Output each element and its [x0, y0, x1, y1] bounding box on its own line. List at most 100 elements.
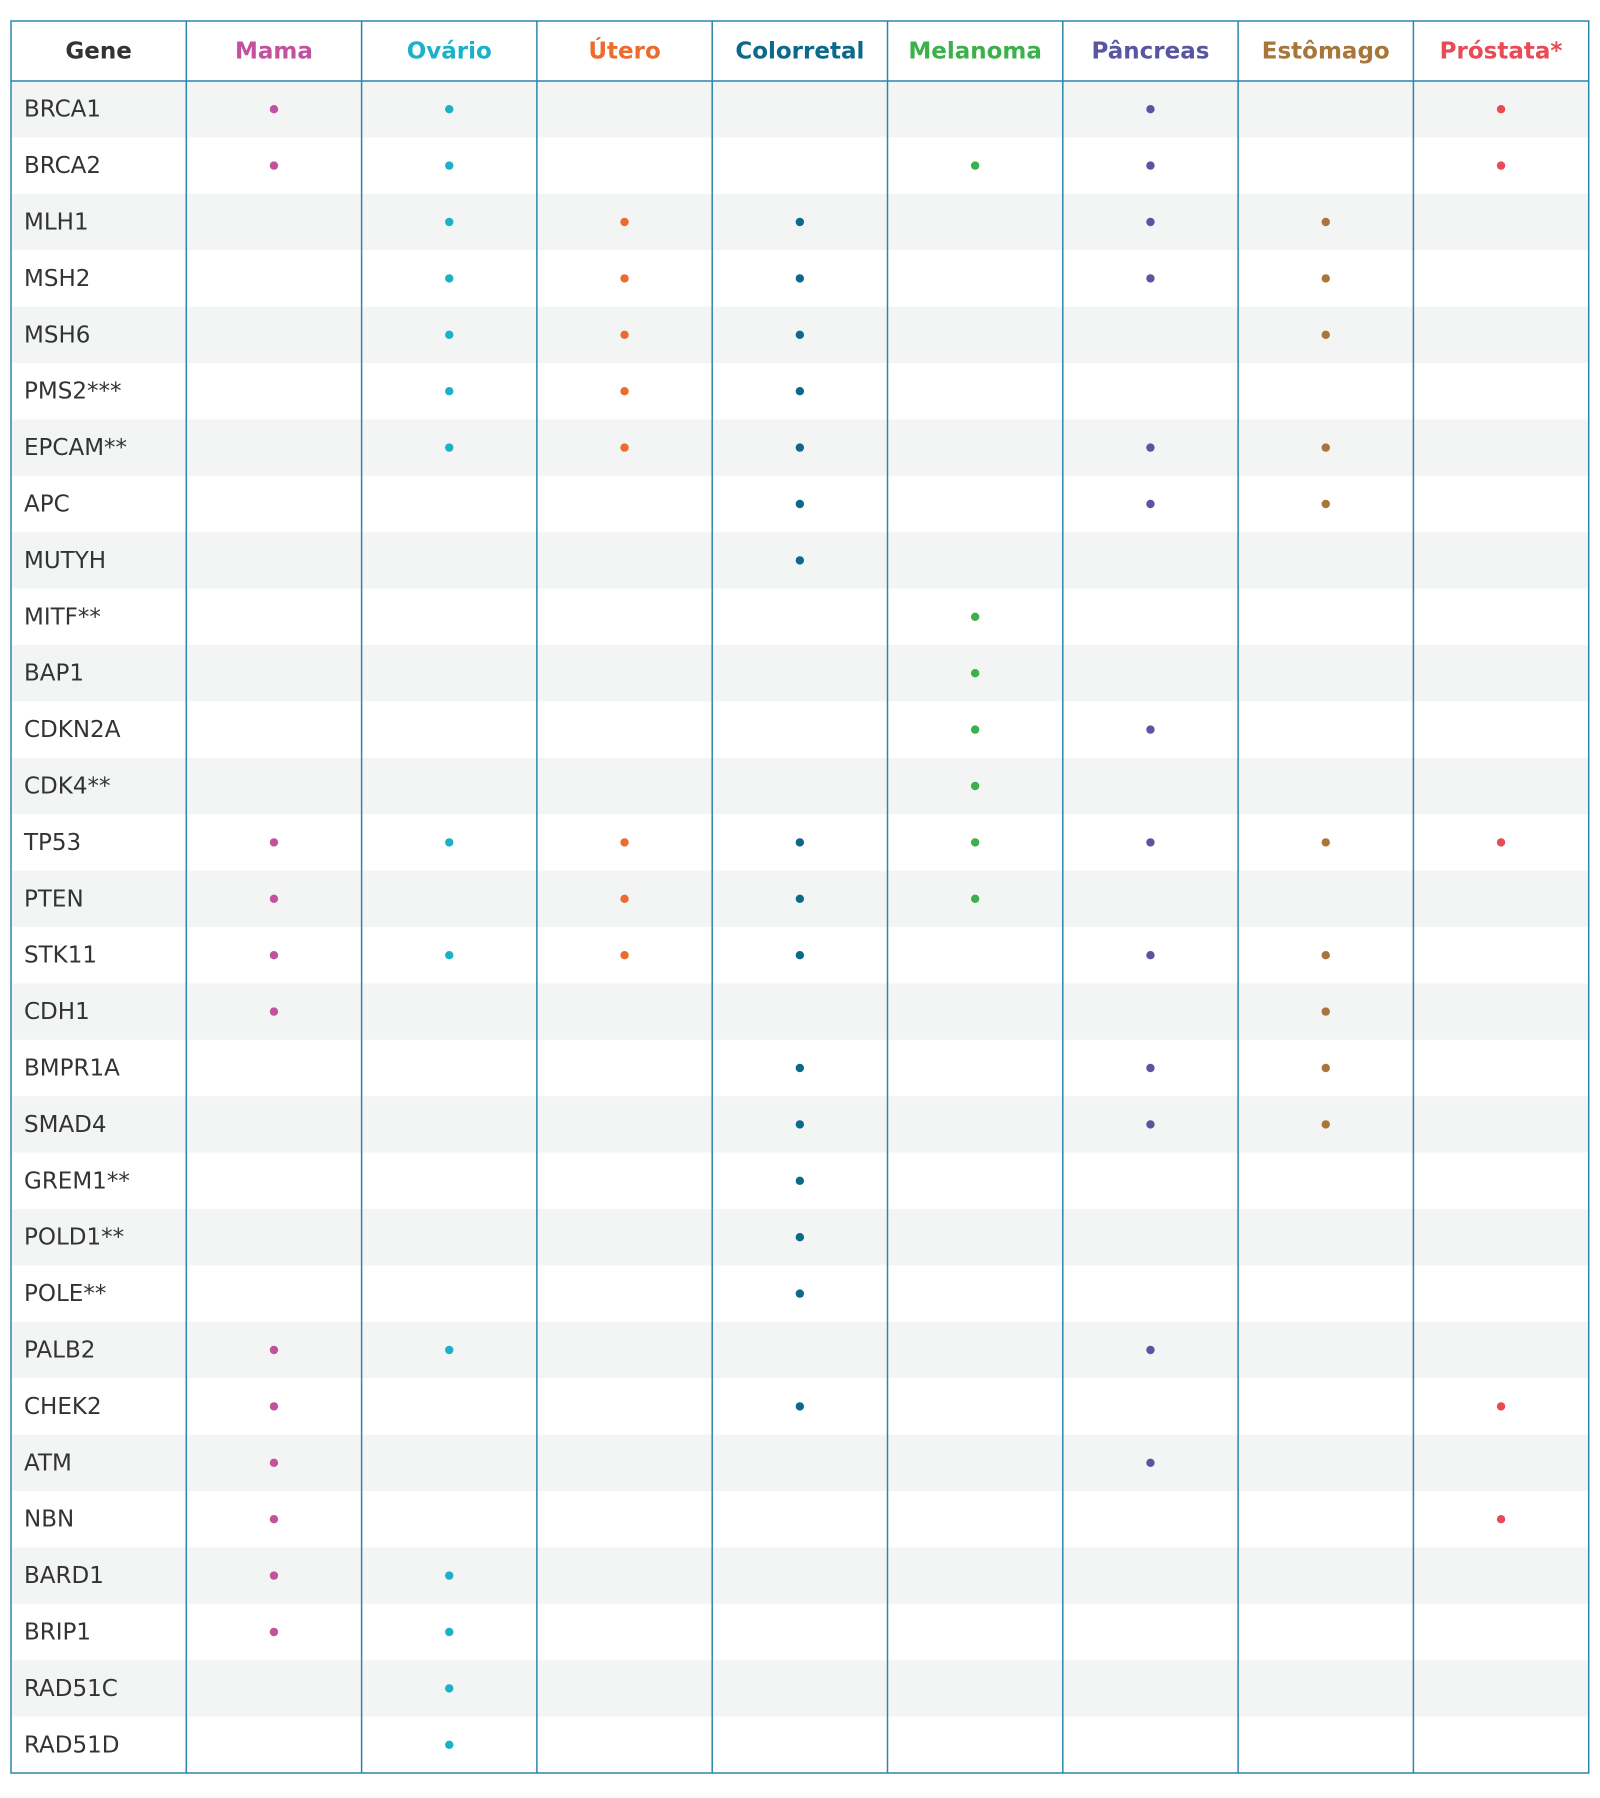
gene-name: ATM: [24, 1450, 72, 1476]
dot: [1146, 161, 1155, 170]
dot: [269, 1571, 279, 1580]
gene-name: BAP1: [24, 661, 84, 687]
column-header: Próstata*: [1440, 39, 1563, 65]
dot: [1321, 1007, 1330, 1016]
dot: [1496, 1402, 1506, 1411]
gene-name: SMAD4: [24, 1112, 107, 1138]
dot: [795, 217, 805, 227]
dot: [1321, 217, 1330, 227]
dot: [445, 217, 454, 227]
dot: [445, 1571, 454, 1580]
dot: [795, 443, 805, 452]
row-stripe: [11, 1547, 1589, 1604]
dot: [445, 1740, 454, 1750]
gene-name: MITF**: [24, 604, 101, 630]
dot: [445, 838, 454, 847]
dot: [445, 105, 454, 114]
dot: [1321, 1063, 1330, 1073]
dot: [445, 1345, 454, 1355]
dot: [1146, 838, 1155, 847]
gene-name: PALB2: [24, 1338, 95, 1364]
dot: [1321, 443, 1330, 452]
dot: [970, 669, 980, 678]
dot: [1321, 330, 1330, 339]
dot: [445, 330, 454, 339]
dot: [1146, 1345, 1155, 1355]
gene-name: PMS2***: [24, 379, 121, 405]
gene-name: MSH2: [24, 266, 90, 292]
dot: [620, 838, 629, 847]
row-stripe: [11, 1434, 1589, 1491]
dot: [1146, 1458, 1155, 1468]
dot: [970, 894, 980, 903]
dot: [620, 387, 629, 396]
dot: [1146, 499, 1155, 509]
column-header: Melanoma: [908, 39, 1042, 65]
dot: [269, 1402, 279, 1411]
dot: [1146, 105, 1155, 114]
dot: [620, 330, 629, 339]
gene-name: BMPR1A: [24, 1056, 120, 1082]
gene-name: RAD51C: [24, 1676, 118, 1702]
gene-name: NBN: [24, 1507, 74, 1533]
gene-name: BARD1: [24, 1563, 104, 1589]
row-stripe: [11, 757, 1589, 815]
column-header: Útero: [588, 37, 660, 65]
gene-name: CDH1: [24, 999, 90, 1025]
gene-name: STK11: [24, 943, 97, 969]
gene-name: BRIP1: [24, 1620, 91, 1646]
dot: [795, 1402, 805, 1411]
dot: [445, 1627, 454, 1637]
gene-name: POLD1**: [24, 1225, 124, 1251]
dot: [620, 951, 629, 960]
dot: [795, 894, 805, 903]
row-stripe: [11, 81, 1589, 138]
dot: [445, 1684, 454, 1693]
dot: [1146, 1120, 1155, 1129]
gene-name: BRCA1: [24, 97, 101, 123]
gene-name: MUTYH: [24, 548, 106, 574]
dot: [795, 1120, 805, 1129]
gene-name: PTEN: [24, 886, 84, 912]
dot: [1321, 1120, 1330, 1129]
row-stripe: [11, 645, 1589, 702]
gene-name: MLH1: [24, 210, 89, 236]
row-stripe: [11, 1660, 1589, 1717]
table-border: [10, 20, 1590, 1774]
gene-name: RAD51D: [24, 1732, 119, 1758]
column-header: Gene: [65, 39, 131, 65]
dot: [1146, 443, 1155, 452]
dot: [970, 161, 980, 170]
dot: [620, 274, 629, 283]
dot: [795, 1176, 805, 1186]
dot: [269, 161, 279, 170]
gene-name: TP53: [23, 830, 81, 856]
dot: [1321, 838, 1330, 847]
dot: [269, 1458, 279, 1468]
dot: [795, 556, 805, 565]
column-header: Mama: [235, 39, 313, 65]
gene-name: GREM1**: [24, 1168, 130, 1194]
dot: [1321, 499, 1330, 509]
dot: [795, 1289, 805, 1298]
dot: [445, 443, 454, 452]
row-stripe: [11, 1321, 1589, 1379]
gene-name: APC: [24, 492, 70, 518]
dot: [1496, 1515, 1506, 1524]
dot: [970, 612, 980, 621]
dot: [970, 781, 980, 791]
dot: [795, 274, 805, 283]
dot: [269, 894, 279, 903]
column-header: Ovário: [407, 39, 492, 65]
column-header: Pâncreas: [1091, 39, 1209, 65]
column-header: Estômago: [1262, 39, 1390, 65]
dot: [269, 838, 279, 847]
column-header: Colorretal: [735, 39, 864, 65]
dot: [269, 105, 279, 114]
gene-name: BRCA2: [24, 153, 101, 179]
dot: [445, 951, 454, 960]
dot: [1146, 274, 1155, 283]
dot: [1496, 105, 1506, 114]
dot: [970, 838, 980, 847]
